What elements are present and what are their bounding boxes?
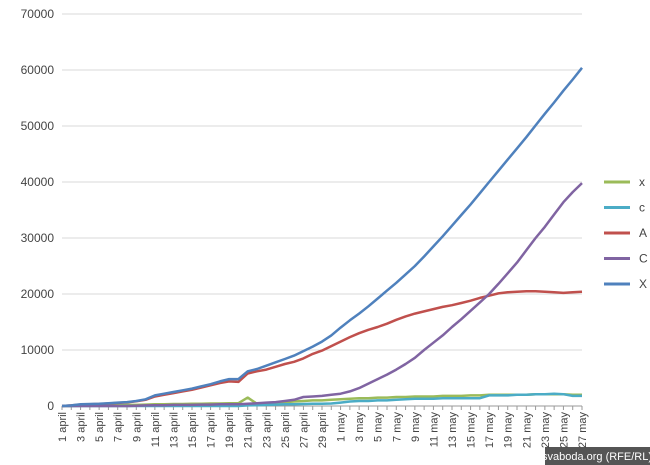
x-tick-label: 29 april [317,412,329,448]
x-tick-label: 3 may [354,412,366,442]
watermark: svaboda.org (RFE/RL) [542,451,650,463]
x-tick-label: 21 april [243,412,255,448]
x-tick-label: 27 may [577,412,589,449]
watermark-bg [545,447,650,465]
legend-label: A [639,226,647,240]
y-tick-label: 20000 [21,287,55,301]
y-tick-label: 70000 [21,7,55,21]
y-tick-label: 50000 [21,119,55,133]
y-tick-label: 40000 [21,175,55,189]
x-tick-label: 7 april [113,412,125,442]
series-line [61,67,583,408]
x-tick-label: 1 may [336,412,348,442]
x-tick-label: 3 april [76,412,88,442]
x-tick-label: 1 april [57,412,69,442]
x-tick-label: 9 april [131,412,143,442]
series-line [61,289,583,408]
y-tick-label: 0 [47,399,54,413]
x-tick-label: 11 april [150,412,162,447]
x-tick-label: 17 april [206,412,218,448]
x-tick-label: 13 may [447,412,459,449]
y-tick-label: 30000 [21,231,55,245]
x-tick-label: 23 may [540,412,552,449]
x-tick-label: 15 april [187,412,199,448]
x-tick-label: 27 april [298,412,310,448]
x-tick-label: 9 may [410,412,422,442]
x-tick-label: 15 may [466,412,478,449]
legend-label: X [639,277,647,291]
x-tick-label: 25 may [558,412,570,449]
x-tick-label: 13 april [168,412,180,448]
x-tick-label: 23 april [261,412,273,448]
series-line [62,182,583,408]
x-tick-label: 19 may [503,412,515,449]
x-tick-label: 7 may [391,412,403,442]
x-tick-label: 5 april [94,412,106,442]
y-tick-label: 60000 [21,63,55,77]
legend-label: x [639,175,645,189]
x-tick-label: 17 may [484,412,496,449]
legend-label: c [639,201,645,215]
x-tick-label: 25 april [280,412,292,448]
x-tick-label: 19 april [224,412,236,448]
x-tick-label: 5 may [373,412,385,442]
x-tick-label: 11 may [428,412,440,448]
y-tick-label: 10000 [21,343,55,357]
legend-label: C [639,252,648,266]
x-tick-label: 21 may [521,412,533,449]
